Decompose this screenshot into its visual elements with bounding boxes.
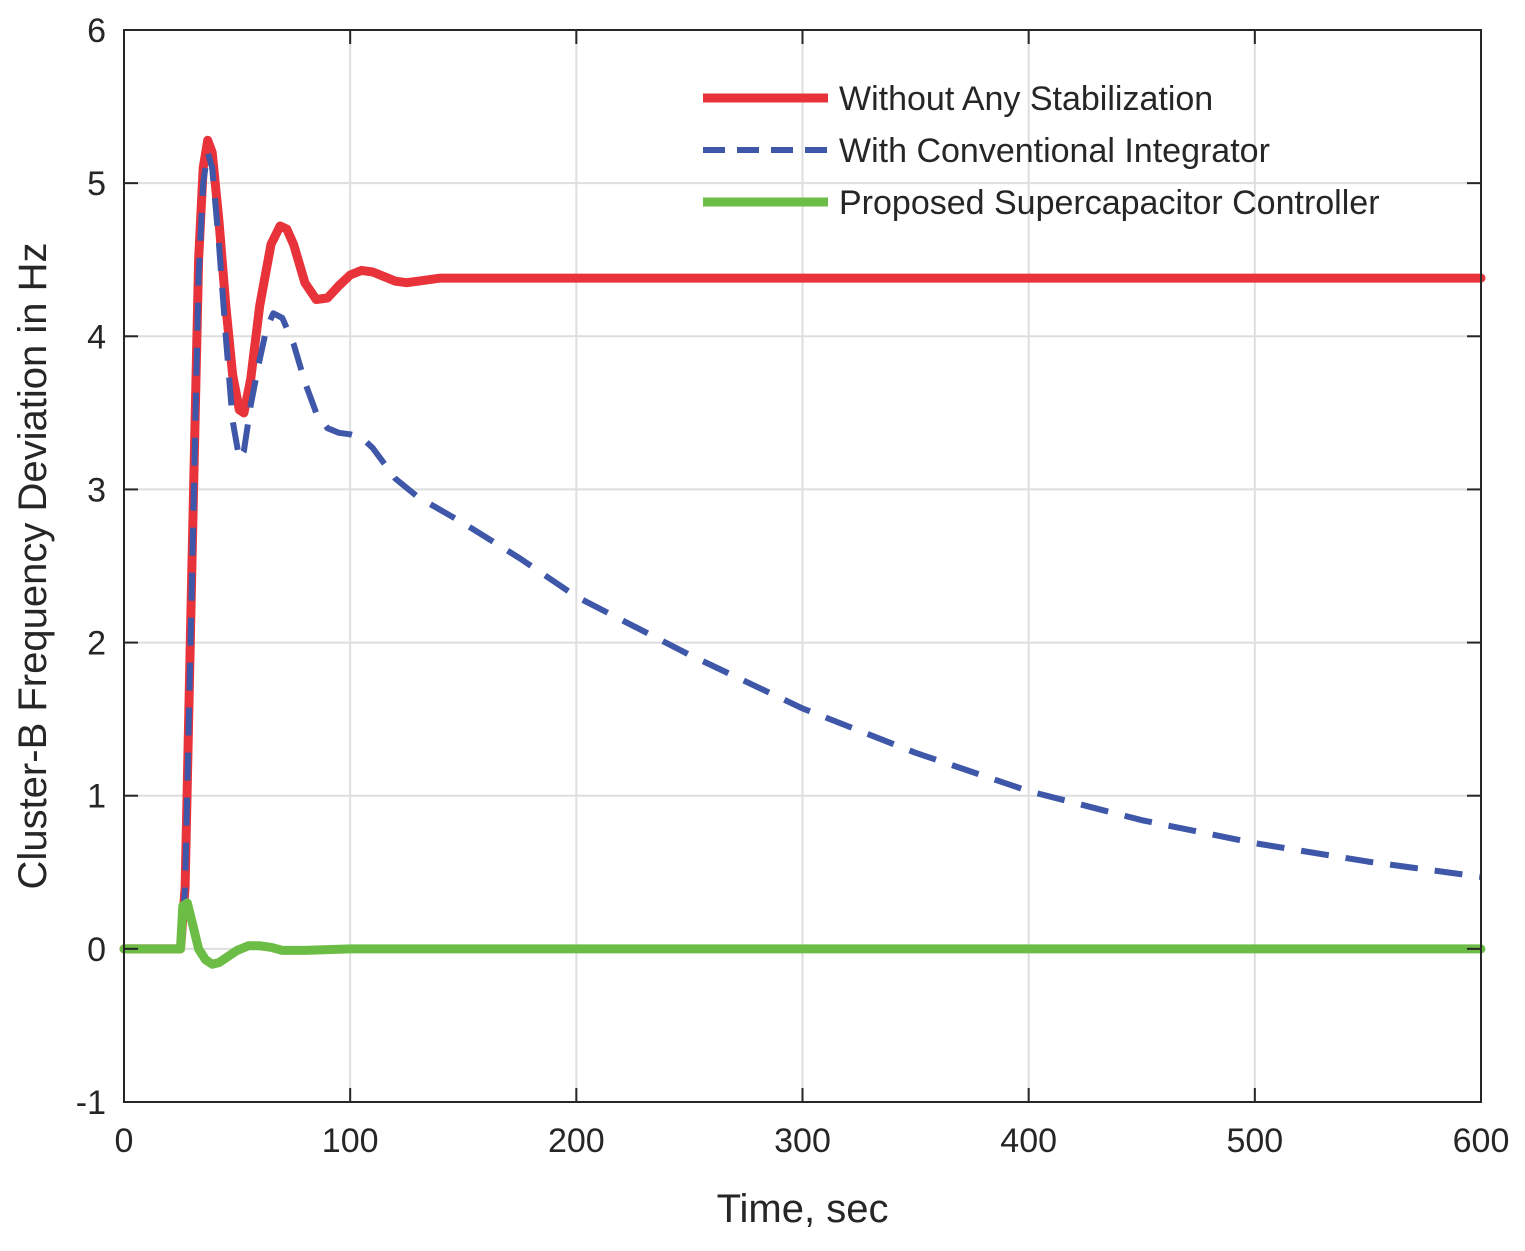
ticks <box>123 29 1482 1103</box>
y-axis-label: Cluster-B Frequency Deviation in Hz <box>11 243 55 890</box>
y-tick-label: 0 <box>87 931 106 969</box>
y-tick-label: 1 <box>87 778 106 816</box>
legend-label-supercapacitor-controller: Proposed Supercapacitor Controller <box>839 184 1380 222</box>
y-tick-label: 5 <box>87 165 106 203</box>
legend-label-conventional-integrator: With Conventional Integrator <box>839 132 1270 170</box>
y-tick-label: 2 <box>87 625 106 663</box>
series-line-conventional-integrator <box>124 149 1482 952</box>
series-line-supercapacitor-controller <box>119 898 1486 969</box>
x-tick-label: 0 <box>115 1122 134 1160</box>
y-tick-label: 6 <box>87 12 106 50</box>
y-tick-label: -1 <box>76 1084 106 1122</box>
x-tick-label: 300 <box>774 1122 831 1160</box>
y-tick-label: 4 <box>87 318 106 356</box>
x-tick-label: 200 <box>548 1122 605 1160</box>
legend: Without Any Stabilization With Conventio… <box>703 80 1380 222</box>
x-axis-label: Time, sec <box>717 1187 889 1231</box>
series-line-without-stabilization <box>119 135 1486 954</box>
x-tick-label: 600 <box>1453 1122 1510 1160</box>
legend-label-without-stabilization: Without Any Stabilization <box>839 80 1213 118</box>
x-tick-label: 100 <box>322 1122 379 1160</box>
x-tick-label: 500 <box>1226 1122 1283 1160</box>
y-tick-label: 3 <box>87 471 106 509</box>
series-layer <box>119 135 1486 969</box>
x-tick-label: 400 <box>1000 1122 1057 1160</box>
